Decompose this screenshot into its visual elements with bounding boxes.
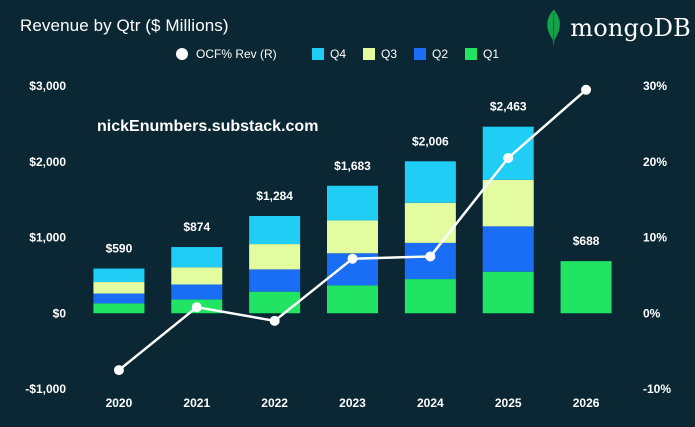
bar-segment-q1-2022 [249,291,301,314]
ocf-point [269,315,280,326]
bar-segment-q3-2020 [93,282,145,294]
bar-segment-q1-2026 [560,261,612,314]
legend-marker-q3 [363,48,375,60]
bar-segment-q3-2021 [171,267,223,285]
bar-total-label: $2,463 [490,100,527,114]
y-right-tick-label: 10% [643,231,667,245]
legend-marker-ocf [176,48,188,60]
bar-segment-q4-2024 [404,161,456,203]
bar-total-label: $2,006 [412,134,449,148]
bar-total-label: $1,284 [256,189,293,203]
legend-label-q1: Q1 [483,47,499,61]
bar-segment-q3-2023 [327,220,378,254]
legend-label-ocf: OCF% Rev (R) [196,47,277,61]
legend-label-q2: Q2 [432,47,448,61]
y-right-tick-label: 30% [643,79,667,93]
ocf-point [581,84,592,95]
bar-segment-q4-2023 [327,185,378,221]
ocf-point [425,251,436,262]
watermark-text: nickEnumbers.substack.com [97,118,319,135]
legend-marker-q4 [312,48,324,60]
y-left-tick-label: $1,000 [29,231,66,245]
bar-segment-q4-2021 [171,247,223,268]
chart-title: Revenue by Qtr ($ Millions) [20,16,229,35]
y-left-tick-label: $3,000 [29,79,66,93]
bar-segment-q2-2020 [93,293,145,304]
bar-segment-q3-2025 [482,179,534,227]
x-tick-label: 2024 [417,396,444,410]
legend-label-q3: Q3 [381,47,397,61]
y-right-tick-label: 0% [643,306,661,320]
x-tick-label: 2026 [573,396,600,410]
ocf-point [503,152,514,163]
leaf-icon [547,9,560,47]
bar-total-label: $1,683 [334,159,371,173]
bar-segment-q2-2025 [482,226,534,272]
bar-segment-q3-2024 [404,202,456,243]
bar-total-label: $874 [183,220,210,234]
bar-segment-q4-2022 [249,215,301,245]
bar-segment-q2-2022 [249,269,301,292]
x-tick-label: 2022 [261,396,288,410]
bar-segment-q1-2020 [93,303,145,314]
legend-label-q4: Q4 [330,47,346,61]
y-right-tick-label: -10% [643,382,671,396]
logo-text: mongoDB [570,14,691,42]
bar-segment-q1-2023 [327,285,378,314]
ocf-point [191,302,202,313]
x-tick-label: 2021 [183,396,210,410]
ocf-point [347,253,358,264]
bar-segment-q4-2020 [93,268,145,283]
x-tick-label: 2020 [106,396,133,410]
y-left-tick-label: $0 [53,306,67,320]
legend-marker-q2 [414,48,426,60]
bar-total-label: $688 [573,234,600,248]
mongodb-logo: mongoDB [543,6,691,50]
bar-segment-q1-2025 [482,271,534,314]
y-left-tick-label: -$1,000 [25,382,66,396]
ocf-point [113,365,124,376]
bar-segment-q3-2022 [249,244,301,270]
x-tick-label: 2023 [339,396,366,410]
legend-marker-q1 [465,48,477,60]
y-right-tick-label: 20% [643,155,667,169]
bar-segment-q1-2024 [404,279,456,314]
bar-total-label: $590 [106,242,133,256]
x-tick-label: 2025 [495,396,522,410]
bar-segment-q2-2021 [171,284,223,300]
y-left-tick-label: $2,000 [29,155,66,169]
